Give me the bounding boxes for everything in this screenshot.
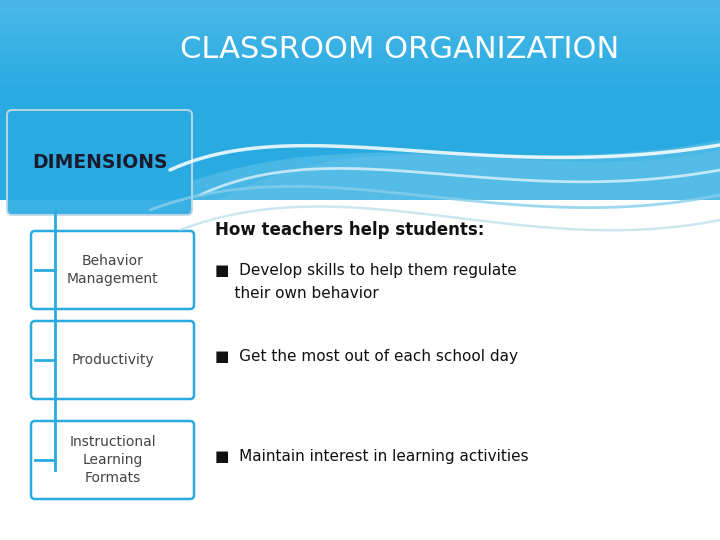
FancyBboxPatch shape (31, 421, 194, 499)
Bar (0, 12, 720, 15)
FancyBboxPatch shape (7, 110, 192, 215)
Bar (0, 48, 720, 51)
Bar (0, 15, 720, 18)
Bar (0, 78, 720, 81)
Bar (0, 42, 720, 45)
FancyBboxPatch shape (31, 231, 194, 309)
Text: Behavior
Management: Behavior Management (67, 254, 158, 286)
Bar (0, 27, 720, 30)
Bar (0, 18, 720, 21)
Text: How teachers help students:: How teachers help students: (215, 221, 485, 239)
Bar (0, 21, 720, 24)
Text: CLASSROOM ORGANIZATION: CLASSROOM ORGANIZATION (181, 36, 620, 64)
Text: ■  Maintain interest in learning activities: ■ Maintain interest in learning activiti… (215, 449, 528, 464)
Bar (0, 60, 720, 63)
Bar (0, 84, 720, 87)
Bar (0, 81, 720, 84)
Bar (0, 57, 720, 60)
Bar (0, 39, 720, 42)
Bar (0, 24, 720, 27)
Text: ■  Develop skills to help them regulate
    their own behavior: ■ Develop skills to help them regulate t… (215, 264, 517, 301)
Bar (0, 45, 720, 48)
Bar (0, 54, 720, 57)
Bar (0, 69, 720, 72)
Bar (0, 0, 720, 3)
Bar (0, 36, 720, 39)
Text: Instructional
Learning
Formats: Instructional Learning Formats (69, 435, 156, 485)
Bar (0, 6, 720, 9)
Bar (0, 75, 720, 78)
Bar (0, 3, 720, 6)
Bar (0, 87, 720, 90)
Polygon shape (220, 150, 720, 200)
Bar (0, 30, 720, 33)
Bar (0, 63, 720, 66)
Bar (0, 0, 720, 200)
FancyBboxPatch shape (31, 321, 194, 399)
Bar (0, 66, 720, 69)
Bar (0, 9, 720, 12)
Bar (0, 72, 720, 75)
Polygon shape (180, 140, 720, 200)
Text: Productivity: Productivity (71, 353, 154, 367)
Bar (0, 33, 720, 36)
Text: ■  Get the most out of each school day: ■ Get the most out of each school day (215, 349, 518, 364)
Text: DIMENSIONS: DIMENSIONS (32, 153, 167, 172)
Bar (0, 51, 720, 54)
